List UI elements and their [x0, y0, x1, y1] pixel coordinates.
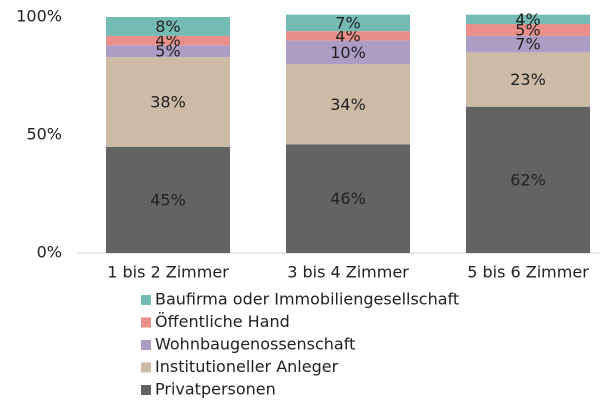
bar-segment: [106, 57, 230, 147]
legend-swatch: [141, 340, 151, 350]
x-tick-label: 5 bis 6 Zimmer: [467, 263, 589, 282]
bar-segment: [286, 144, 410, 253]
value-label: 4%: [515, 10, 540, 29]
legend-label: Wohnbaugenossenschaft: [155, 335, 355, 354]
y-tick-label: 100%: [16, 7, 62, 26]
value-label: 34%: [330, 95, 366, 114]
legend-label: Baufirma oder Immobiliengesellschaft: [155, 290, 459, 309]
value-label: 62%: [510, 170, 546, 189]
value-label: 10%: [330, 43, 366, 62]
bar-segment: [466, 52, 590, 107]
y-tick-label: 50%: [26, 125, 62, 144]
value-label: 46%: [330, 189, 366, 208]
y-tick-label: 0%: [37, 243, 62, 262]
bar-segment: [286, 40, 410, 65]
legend-swatch: [141, 295, 151, 305]
bar-segment: [286, 31, 410, 41]
value-label: 7%: [335, 13, 360, 32]
legend-swatch: [141, 385, 151, 395]
bar-segment: [286, 64, 410, 145]
bar-segment: [466, 35, 590, 53]
bar-segment: [466, 106, 590, 254]
bar-segment: [466, 24, 590, 36]
value-label: 5%: [155, 42, 180, 61]
legend-swatch: [141, 362, 151, 373]
x-tick-label: 1 bis 2 Zimmer: [107, 263, 229, 282]
bar-segment: [106, 45, 230, 58]
value-label: 45%: [150, 190, 186, 209]
value-label: 8%: [155, 17, 180, 36]
bar-segment: [466, 14, 590, 25]
value-label: 7%: [515, 35, 540, 54]
legend-swatch: [141, 317, 151, 328]
x-tick-label: 3 bis 4 Zimmer: [287, 263, 409, 282]
bar-segment: [106, 17, 230, 36]
value-label: 5%: [515, 20, 540, 39]
legend-label: Privatpersonen: [155, 380, 276, 399]
value-label: 23%: [510, 70, 546, 89]
bar-segment: [286, 14, 410, 32]
legend-label: Institutioneller Anleger: [155, 357, 339, 376]
value-label: 38%: [150, 92, 186, 111]
bar-segment: [106, 146, 230, 253]
legend-label: Öffentliche Hand: [155, 312, 290, 331]
bar-segment: [106, 35, 230, 46]
